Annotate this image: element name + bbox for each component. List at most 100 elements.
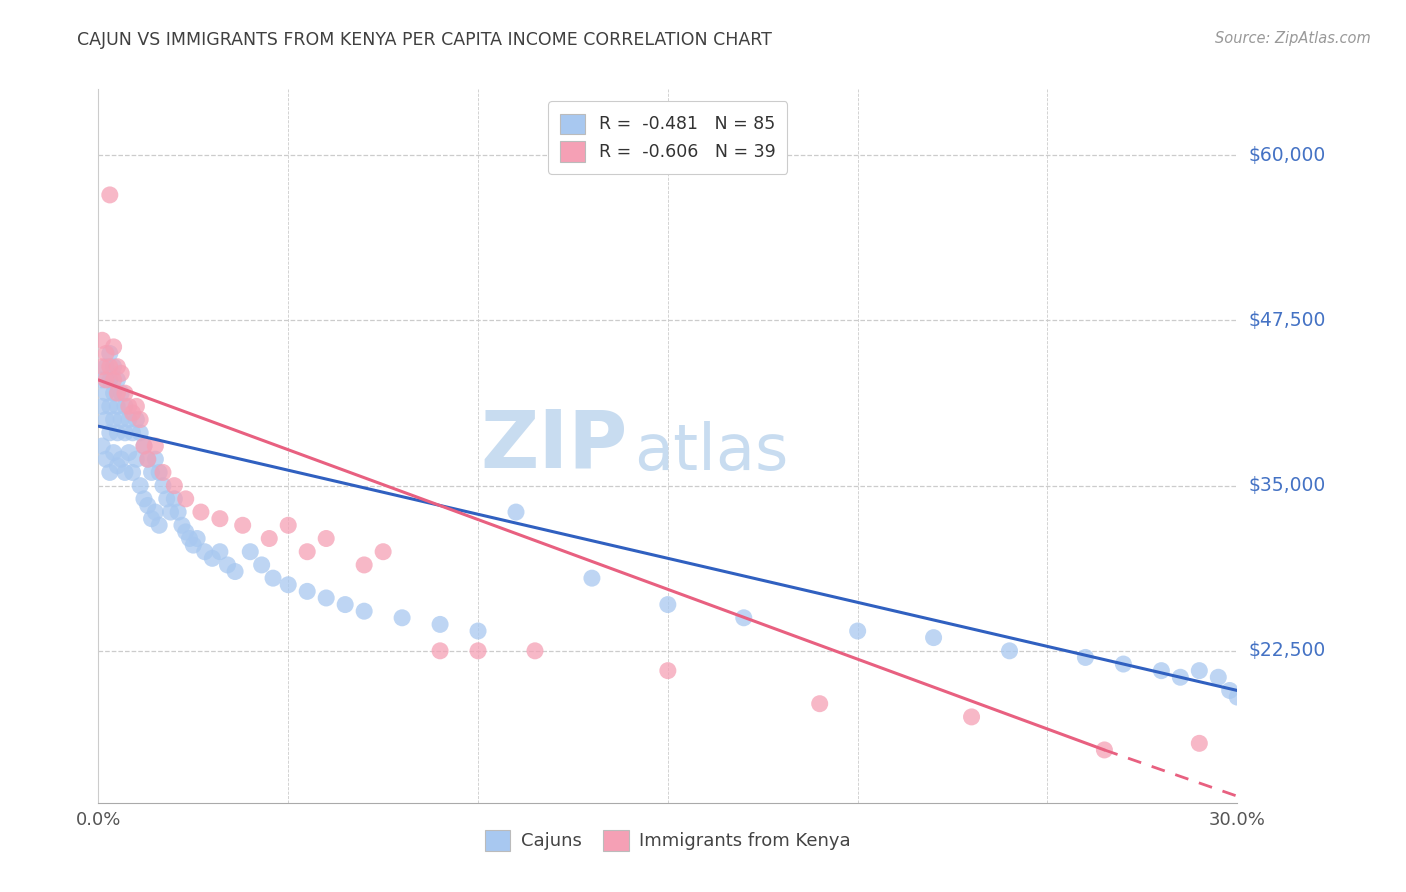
Text: $35,000: $35,000 <box>1249 476 1326 495</box>
Point <box>103 386 125 401</box>
Point <box>98 188 121 202</box>
Point <box>132 491 155 506</box>
Point <box>94 346 117 360</box>
Point <box>1074 650 1097 665</box>
Text: $60,000: $60,000 <box>1249 145 1326 165</box>
Point <box>118 445 141 459</box>
Point <box>1150 664 1173 678</box>
Point <box>152 478 174 492</box>
Point <box>194 545 217 559</box>
Point <box>1170 670 1192 684</box>
Point <box>224 565 246 579</box>
Point <box>98 425 121 440</box>
Point <box>114 425 136 440</box>
Point <box>121 466 143 480</box>
Point <box>297 545 319 559</box>
Point <box>159 505 181 519</box>
Point <box>190 505 212 519</box>
Point <box>145 439 167 453</box>
Point <box>98 400 121 414</box>
Point <box>174 524 197 539</box>
Point <box>125 412 148 426</box>
Point <box>657 598 679 612</box>
Point <box>429 644 451 658</box>
Point <box>145 452 167 467</box>
Point <box>91 439 114 453</box>
Point <box>179 532 201 546</box>
Point <box>1208 670 1230 684</box>
Point <box>315 591 337 605</box>
Point <box>1094 743 1116 757</box>
Point <box>208 545 231 559</box>
Point <box>148 466 170 480</box>
Point <box>118 412 141 426</box>
Point <box>467 644 489 658</box>
Point <box>1219 683 1241 698</box>
Point <box>107 359 129 374</box>
Point <box>315 532 337 546</box>
Point <box>277 578 299 592</box>
Point <box>110 367 132 381</box>
Text: Source: ZipAtlas.com: Source: ZipAtlas.com <box>1215 31 1371 46</box>
Point <box>118 400 141 414</box>
Point <box>183 538 205 552</box>
Point <box>94 412 117 426</box>
Point <box>132 439 155 453</box>
Point <box>141 511 163 525</box>
Point <box>94 452 117 467</box>
Point <box>136 452 159 467</box>
Point <box>163 491 186 506</box>
Point <box>125 400 148 414</box>
Point <box>110 386 132 401</box>
Point <box>110 412 132 426</box>
Point <box>371 545 394 559</box>
Point <box>94 359 117 374</box>
Point <box>91 400 114 414</box>
Point <box>136 499 159 513</box>
Point <box>103 373 125 387</box>
Point <box>250 558 273 572</box>
Point <box>98 359 121 374</box>
Point <box>239 545 262 559</box>
Point <box>353 558 375 572</box>
Point <box>132 439 155 453</box>
Point <box>110 452 132 467</box>
Point <box>201 551 224 566</box>
Point <box>163 478 186 492</box>
Point <box>232 518 254 533</box>
Point <box>846 624 869 638</box>
Point <box>262 571 284 585</box>
Point <box>94 373 117 387</box>
Point <box>277 518 299 533</box>
Point <box>145 505 167 519</box>
Point <box>174 491 197 506</box>
Point <box>960 710 983 724</box>
Point <box>998 644 1021 658</box>
Point <box>107 400 129 414</box>
Point <box>1188 664 1211 678</box>
Point <box>335 598 357 612</box>
Point <box>98 346 121 360</box>
Point <box>91 359 114 374</box>
Point <box>129 425 152 440</box>
Point <box>107 373 129 387</box>
Point <box>170 518 193 533</box>
Point <box>353 604 375 618</box>
Point <box>152 466 174 480</box>
Point <box>103 445 125 459</box>
Point <box>91 333 114 347</box>
Point <box>136 452 159 467</box>
Point <box>107 425 129 440</box>
Point <box>217 558 239 572</box>
Point <box>107 386 129 401</box>
Point <box>167 505 190 519</box>
Point <box>1226 690 1249 704</box>
Point <box>91 373 114 387</box>
Point <box>121 425 143 440</box>
Point <box>141 466 163 480</box>
Point <box>733 611 755 625</box>
Point <box>103 359 125 374</box>
Point <box>107 458 129 473</box>
Text: atlas: atlas <box>634 421 787 483</box>
Point <box>922 631 945 645</box>
